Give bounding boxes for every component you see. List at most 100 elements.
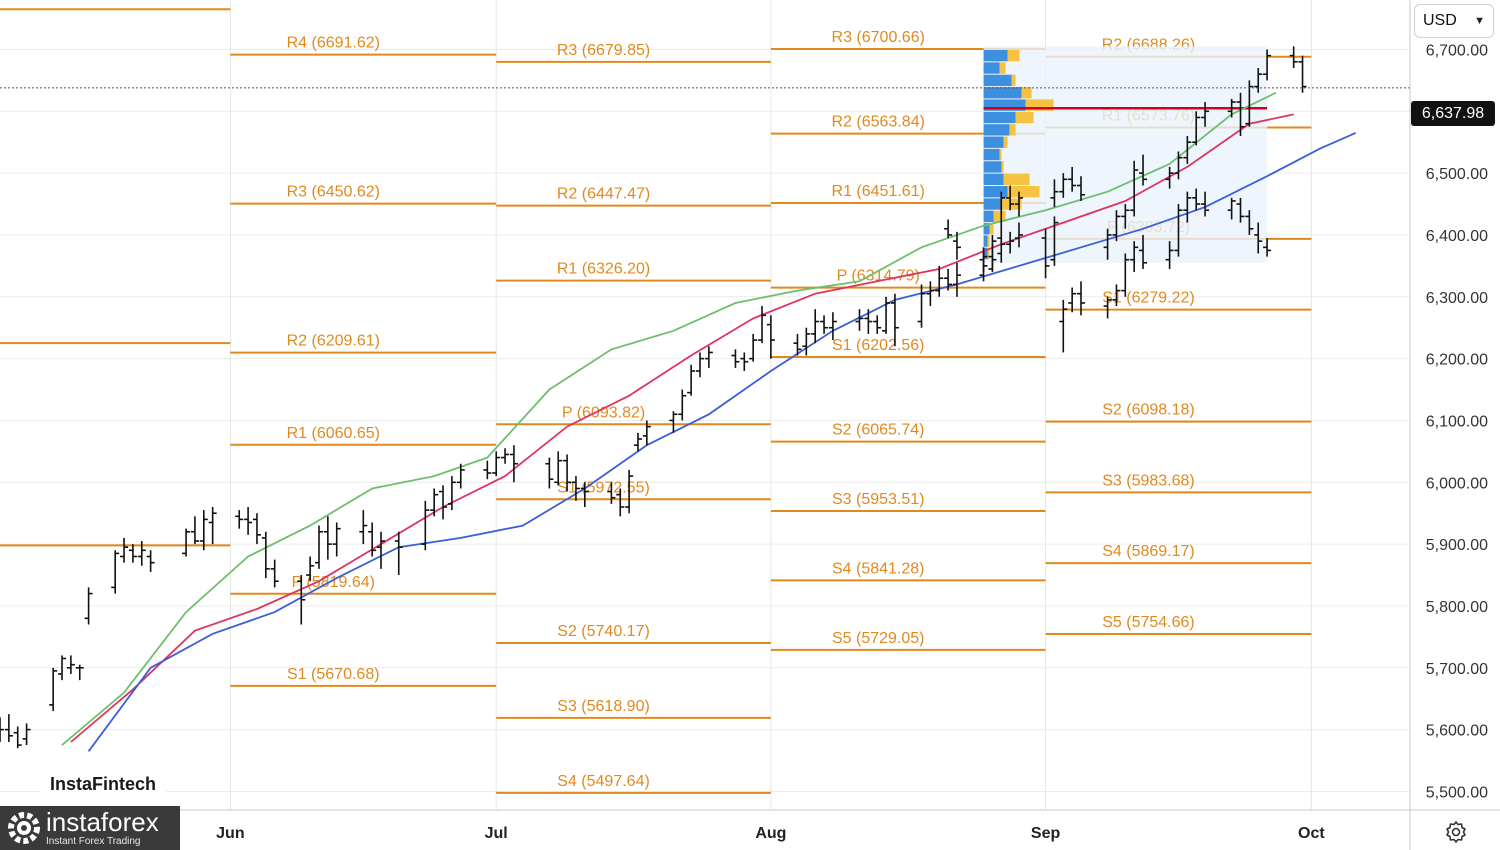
ohlc-bar: [1245, 210, 1254, 235]
vp-buy-bar: [983, 148, 1000, 161]
instaforex-logo: instaforex Instant Forex Trading: [0, 806, 180, 850]
settings-button[interactable]: [1442, 818, 1470, 846]
ohlc-bar: [864, 309, 873, 334]
pivot-label: S4 (5497.64): [557, 773, 650, 790]
ohlc-bar: [252, 513, 261, 545]
ohlc-bar: [1050, 179, 1059, 208]
pivot-label: R1 (6060.65): [287, 425, 380, 442]
gear-logo-icon: [8, 812, 40, 844]
ohlc-bar: [270, 559, 279, 588]
ohlc-bar: [244, 507, 253, 535]
pivot-label: R2 (6563.84): [832, 114, 925, 131]
vp-buy-bar: [983, 235, 988, 247]
pivot-label: R4 (6691.62): [287, 35, 380, 52]
pivot-label: S4 (5869.17): [1102, 543, 1195, 560]
ohlc-bar: [1068, 287, 1077, 313]
vp-sell-bar: [1021, 87, 1032, 99]
ohlc-bar: [1236, 92, 1245, 137]
vp-buy-bar: [983, 136, 1004, 148]
vp-sell-bar: [1003, 173, 1030, 185]
ohlc-bar: [1130, 241, 1139, 273]
ohlc-bar: [430, 488, 439, 517]
ohlc-bar: [314, 525, 323, 569]
vp-buy-bar: [983, 62, 1000, 74]
y-tick-label: 6,300.00: [1426, 290, 1488, 307]
ohlc-bar: [323, 516, 332, 560]
pivot-label: R1 (6451.61): [832, 183, 925, 200]
ohlc-bar: [749, 333, 758, 362]
ohlc-bar: [368, 522, 377, 557]
y-tick-label: 6,500.00: [1426, 166, 1488, 183]
ohlc-bar: [944, 268, 953, 291]
ohlc-bar: [1263, 49, 1272, 81]
ohlc-bar: [571, 476, 580, 501]
pivot-label: R3 (6450.62): [287, 184, 380, 201]
currency-select[interactable]: USD ▼: [1414, 4, 1494, 38]
pivot-label: S1 (6202.56): [832, 337, 925, 354]
ohlc-bar: [456, 463, 465, 489]
ohlc-bar: [1103, 296, 1112, 319]
ohlc-bar: [997, 191, 1006, 245]
y-tick-label: 5,700.00: [1426, 661, 1488, 678]
ohlc-bar: [811, 309, 820, 344]
pivot-label: R1 (6326.20): [557, 261, 650, 278]
ohlc-bar: [1165, 166, 1174, 189]
value-area: [983, 46, 1268, 263]
ohlc-bar: [208, 507, 217, 545]
vp-sell-bar: [987, 247, 990, 260]
ohlc-bar: [882, 296, 891, 334]
ohlc-bar: [616, 488, 625, 517]
vp-sell-bar: [999, 62, 1006, 74]
ohlc-bar: [1227, 98, 1236, 118]
ohlc-bar: [190, 516, 199, 545]
pivot-label: S2 (6065.74): [832, 422, 925, 439]
vp-buy-bar: [983, 173, 1004, 185]
ohlc-bar: [1201, 191, 1210, 217]
x-tick-label: Jun: [216, 825, 244, 842]
ohlc-bar: [696, 352, 704, 378]
ohlc-bar: [545, 457, 554, 489]
vp-sell-bar: [1009, 124, 1016, 136]
ohlc-bar: [297, 575, 306, 625]
vp-sell-bar: [987, 235, 990, 247]
ohlc-bar: [1183, 191, 1192, 223]
ohlc-bar: [1254, 68, 1263, 93]
vp-sell-bar: [999, 148, 1002, 161]
y-tick-label: 5,900.00: [1426, 537, 1488, 554]
ohlc-bar: [0, 717, 4, 742]
ohlc-bar: [199, 510, 208, 551]
ohlc-bar: [855, 309, 864, 331]
chevron-down-icon: ▼: [1474, 15, 1485, 27]
ohlc-bar: [1121, 253, 1130, 297]
ohlc-bar: [917, 284, 926, 328]
pivot-label: S1 (5972.55): [557, 479, 650, 496]
ohlc-bar: [1077, 281, 1086, 316]
ohlc-bar: [820, 315, 829, 334]
ohlc-bars: [0, 46, 1307, 749]
vp-sell-bar: [1003, 136, 1008, 148]
ohlc-bar: [1263, 238, 1272, 257]
ohlc-bar: [1059, 299, 1068, 353]
y-tick-label: 5,500.00: [1426, 784, 1488, 801]
ohlc-bar: [580, 482, 589, 508]
vp-sell-bar: [989, 223, 994, 235]
currency-value: USD: [1423, 12, 1457, 29]
vp-buy-bar: [983, 87, 1022, 99]
vp-sell-bar: [1001, 161, 1004, 173]
vp-buy-bar: [983, 161, 1002, 173]
y-tick-label: 6,400.00: [1426, 228, 1488, 245]
ohlc-bar: [1014, 191, 1023, 217]
ohlc-bar: [1254, 222, 1263, 254]
ohlc-bar: [1041, 228, 1050, 279]
vp-buy-bar: [983, 74, 1012, 87]
instafintech-watermark: InstaFintech: [40, 766, 166, 802]
ohlc-bar: [1112, 284, 1121, 307]
x-tick-label: Jul: [485, 825, 508, 842]
ohlc-bar: [793, 333, 802, 356]
ohlc-bar: [120, 537, 129, 563]
ohlc-bar: [554, 451, 563, 486]
vp-sell-bar: [993, 210, 1006, 223]
ohlc-bar: [22, 723, 31, 746]
ohlc-bar: [1289, 46, 1298, 69]
